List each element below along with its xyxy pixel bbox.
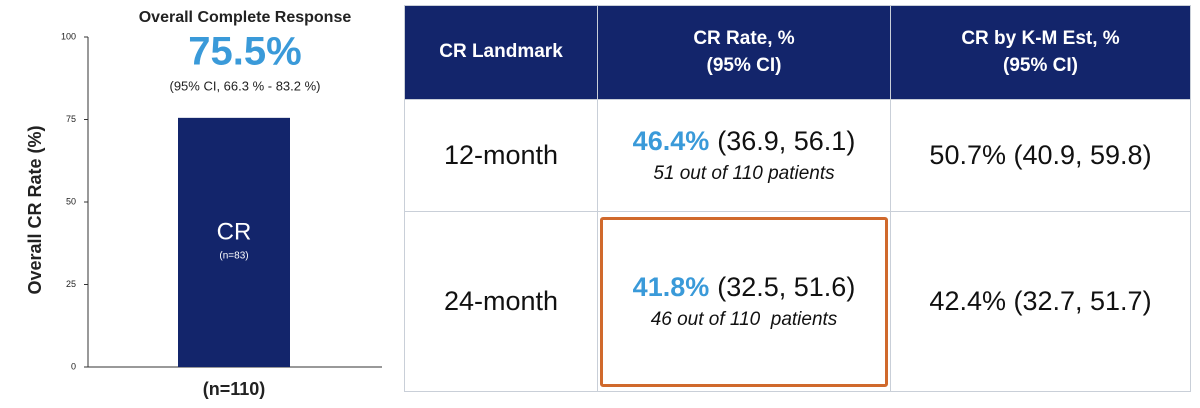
- km-cell: 42.4% (32.7, 51.7): [890, 211, 1191, 392]
- cr-rate-ci: (32.5, 51.6): [717, 272, 856, 302]
- header-cell: CR by K-M Est, % (95% CI): [890, 5, 1191, 100]
- row: 12-month 46.4% (36.9, 56.1) 51 out of 110 …: [404, 99, 1191, 212]
- chart: Overall Complete Response 75.5% (95% CI,…: [25, 9, 382, 399]
- landmark-cell: 24-month: [404, 211, 598, 392]
- y-tick-label: 100: [61, 31, 76, 41]
- results-table: CR Landmark CR Rate, % (95% CI) CR by K-…: [404, 5, 1191, 392]
- cr-rate-ci: (36.9, 56.1): [717, 126, 856, 156]
- header-cell: CR Rate, % (95% CI): [597, 5, 891, 100]
- y-axis-label: Overall CR Rate (%): [25, 125, 45, 294]
- bar: [178, 117, 290, 367]
- cr-rate-cell: 46.4% (36.9, 56.1) 51 out of 110 patients: [597, 99, 891, 212]
- cr-rate-note: 46 out of 110 patients: [650, 309, 838, 330]
- y-tick-label: 25: [66, 279, 76, 289]
- landmark-cell: 12-month: [404, 99, 598, 212]
- chart-title: Overall Complete Response: [139, 9, 352, 26]
- km-cell: 50.7% (40.9, 59.8): [890, 99, 1191, 212]
- cr-rate-cell: 41.8% (32.5, 51.6) 46 out of 110 patients: [597, 211, 891, 392]
- cr-rate-value: 41.8%: [632, 272, 710, 302]
- y-tick-label: 50: [66, 196, 76, 206]
- bar-text: CR: [217, 218, 252, 245]
- chart-subtitle: (95% CI, 66.3 % - 83.2 %): [169, 78, 320, 93]
- y-tick-label: 75: [66, 114, 76, 124]
- bar-text: (n=83): [219, 251, 248, 262]
- header-row: CR Landmark CR Rate, % (95% CI) CR by K-…: [404, 5, 1191, 100]
- y-tick-label: 0: [71, 361, 76, 371]
- cr-rate-value: 46.4%: [632, 126, 710, 156]
- highlight-box: 41.8% (32.5, 51.6) 46 out of 110 patients: [600, 216, 888, 387]
- row: 24-month 41.8% (32.5, 51.6) 46 out of 110 …: [404, 211, 1191, 392]
- value-label: 75.5%: [188, 30, 301, 74]
- cr-rate-note: 51 out of 110 patients: [653, 163, 835, 184]
- x-tick-label: (n=110): [203, 379, 266, 399]
- header-cell: CR Landmark: [404, 5, 598, 100]
